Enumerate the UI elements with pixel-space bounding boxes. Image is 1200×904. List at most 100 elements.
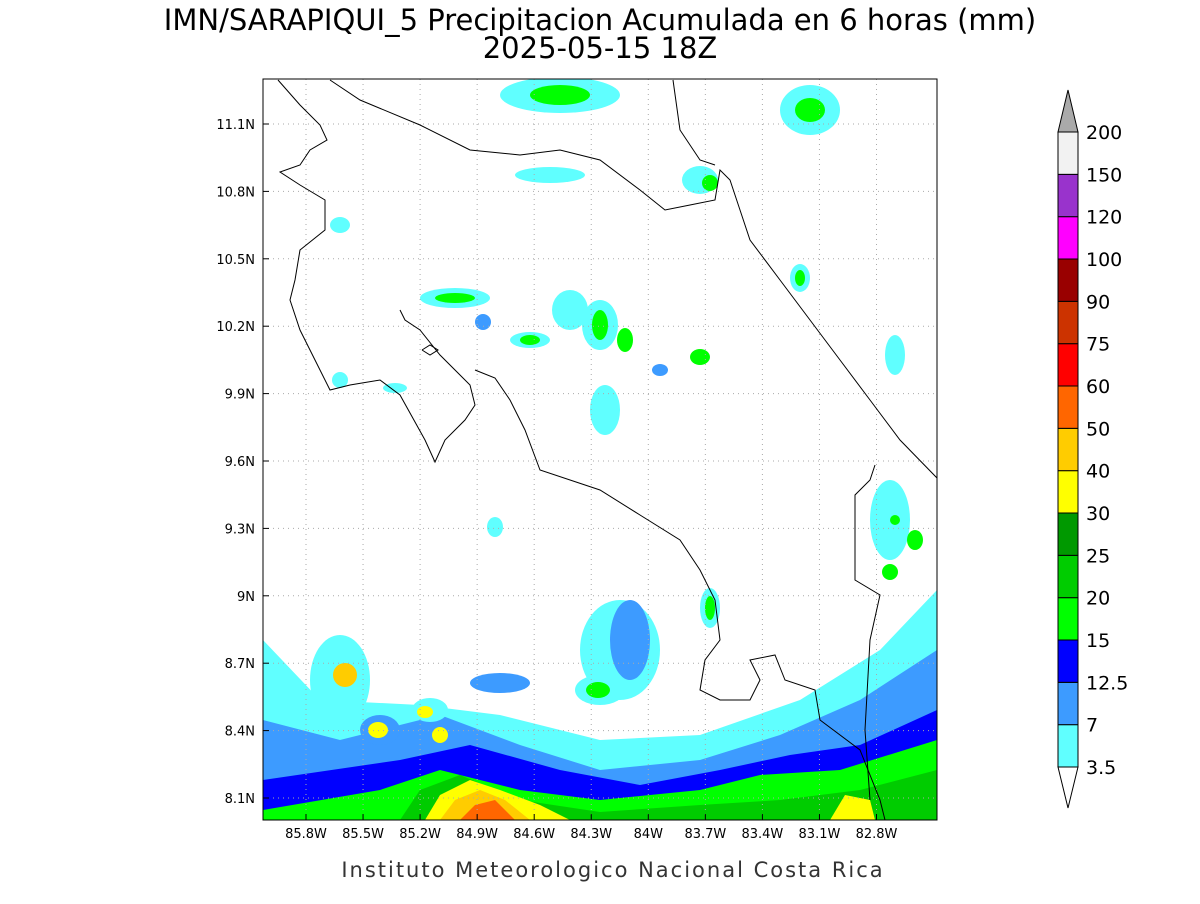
lat-label: 10.8N: [216, 185, 255, 200]
colorbar-box: [1057, 300, 1079, 345]
lon-label: 82.8W: [856, 827, 898, 842]
colorbar-label: 7: [1086, 715, 1098, 737]
precip-cell: [617, 328, 633, 352]
lat-label: 9.9N: [225, 388, 255, 403]
precip-cell: [552, 290, 588, 330]
lat-label: 8.4N: [225, 725, 255, 740]
precip-cell: [885, 335, 905, 375]
panama-border: [854, 464, 881, 801]
colorbar-label: 15: [1086, 630, 1110, 652]
colorbar-label: 50: [1086, 418, 1110, 440]
axes: 85.8W 85.5W 85.2W 84.9W 84.6W 84.3W 84W 83.7W 83…: [216, 118, 897, 842]
precip-cell: [702, 175, 718, 191]
pacific-coast: [277, 79, 476, 464]
colorbar-box: [1057, 258, 1079, 302]
precip-cell: [333, 663, 357, 687]
lon-label: 84W: [634, 827, 664, 842]
precip-cell: [432, 727, 448, 743]
precip-cell: [586, 682, 610, 698]
colorbar-box: [1057, 427, 1079, 472]
colorbar-label: 90: [1086, 291, 1110, 313]
nicaragua-coast: [672, 79, 716, 166]
precip-cell: [882, 564, 898, 580]
colorbar-label: 150: [1086, 164, 1122, 186]
lon-label: 83.4W: [741, 827, 783, 842]
lat-label: 9.6N: [225, 455, 255, 470]
lon-label: 85.5W: [342, 827, 384, 842]
precip-cell: [487, 517, 503, 537]
colorbar-under: [1057, 766, 1079, 809]
lat-label: 9.3N: [225, 522, 255, 537]
title: IMN/SARAPIQUI_5 Precipitacion Acumulada …: [164, 3, 1036, 37]
nicaragua-border: [329, 79, 937, 479]
gulf-island: [421, 344, 439, 356]
lon-label: 85.8W: [285, 827, 327, 842]
precip-cell: [592, 310, 608, 340]
lon-label: 83.1W: [799, 827, 841, 842]
map-frame: [262, 78, 938, 821]
precip-cell: [475, 314, 491, 330]
precip-area: [830, 795, 875, 820]
precip-cell: [652, 364, 668, 376]
colorbar: 3.5 7 12.5 15 20 25 30 40 50 60 75 90 100 120 150 200: [1057, 89, 1128, 809]
colorbar-box: [1057, 597, 1079, 641]
precip-cell: [417, 706, 433, 718]
colorbar-label: 40: [1086, 461, 1110, 483]
colorbar-label: 100: [1086, 249, 1122, 271]
precip-cell: [515, 167, 585, 183]
precip-cell: [890, 515, 900, 525]
lat-label: 8.7N: [225, 657, 255, 672]
colorbar-box: [1057, 173, 1079, 218]
precip-cell: [332, 372, 348, 388]
lat-label: 8.1N: [225, 792, 255, 807]
colorbar-label: 25: [1086, 545, 1110, 567]
precip-cell: [705, 596, 715, 620]
lon-label: 84.3W: [570, 827, 612, 842]
footer: Instituto Meteorologico Nacional Costa R…: [341, 858, 884, 882]
precip-cell: [383, 383, 407, 393]
lon-label: 85.2W: [399, 827, 441, 842]
lon-label: 83.7W: [684, 827, 726, 842]
colorbar-label: 75: [1086, 334, 1110, 356]
colorbar-box: [1057, 681, 1079, 726]
precip-cell: [470, 673, 530, 693]
precip-cell: [907, 530, 923, 550]
precip-cell: [795, 98, 825, 122]
colorbar-box: [1057, 512, 1079, 556]
colorbar-box: [1057, 724, 1079, 768]
colorbar-label: 200: [1086, 122, 1122, 144]
precip-cell: [530, 85, 590, 105]
precip-cell: [610, 600, 650, 680]
colorbar-box: [1057, 470, 1079, 514]
colorbar-label: 3.5: [1086, 757, 1116, 779]
colorbar-label: 12.5: [1086, 672, 1128, 694]
colorbar-box: [1057, 554, 1079, 599]
precip-field: [263, 79, 937, 820]
colorbar-box: [1057, 639, 1079, 683]
lat-label: 10.2N: [216, 320, 255, 335]
colorbar-label: 30: [1086, 503, 1110, 525]
precip-cell: [690, 349, 710, 365]
grid: [263, 79, 937, 820]
colorbar-label: 60: [1086, 376, 1110, 398]
colorbar-box: [1057, 131, 1079, 175]
precip-cell: [520, 335, 540, 345]
coastlines: [277, 79, 937, 820]
colorbar-box: [1057, 216, 1079, 260]
lon-label: 84.9W: [456, 827, 498, 842]
precip-cell: [435, 293, 475, 303]
colorbar-label: 120: [1086, 207, 1122, 229]
colorbar-over: [1057, 89, 1079, 133]
precip-cell: [590, 385, 620, 435]
colorbar-box: [1057, 385, 1079, 429]
pacific-coast-south: [474, 369, 886, 820]
precip-cell: [330, 217, 350, 233]
lat-label: 11.1N: [216, 118, 255, 133]
precip-cell: [368, 722, 388, 738]
lon-label: 84.6W: [513, 827, 555, 842]
subtitle: 2025-05-15 18Z: [483, 31, 718, 65]
lat-label: 9N: [237, 590, 255, 605]
precip-area: [460, 800, 515, 820]
lat-label: 10.5N: [216, 253, 255, 268]
